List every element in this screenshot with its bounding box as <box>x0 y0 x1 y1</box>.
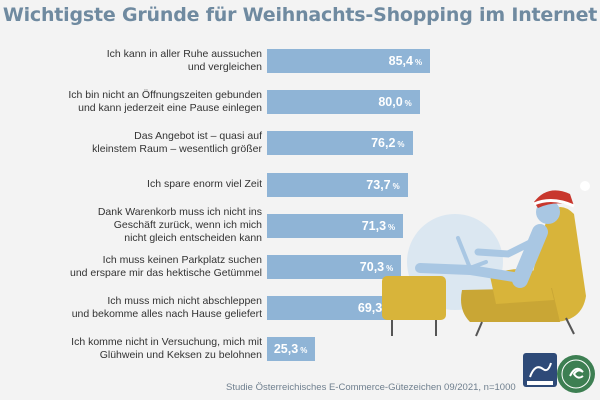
guetezeichen-seal-icon <box>557 355 595 393</box>
bar: 73,7% <box>267 172 408 197</box>
category-label: Ich muss mich nicht abschleppen und bekom… <box>71 295 262 321</box>
category-label: Ich muss keinen Parkplatz suchen und ersp… <box>70 254 262 279</box>
footstool <box>382 276 446 320</box>
category-label: Ich bin nicht an Öffnungszeiten gebunden… <box>68 89 262 115</box>
value-label: 25,3% <box>273 342 308 357</box>
value-label: 70,3% <box>359 260 394 274</box>
value-label: 85,4% <box>388 54 423 68</box>
category-label: Dank Warenkorb muss ich nicht ins Geschäf… <box>97 206 262 245</box>
value-label: 73,7% <box>366 177 400 192</box>
chart-title: Wichtigste Gründe für Weihnachts-Shoppin… <box>2 4 598 26</box>
value-label: 71,3% <box>361 218 396 233</box>
category-label: Das Angebot ist – quasi auf kleinstem Rau… <box>92 130 262 156</box>
category-label: Ich komme nicht in Versuchung, mich mit G… <box>71 336 262 362</box>
bar: 80,0% <box>267 90 420 115</box>
source-note: Studie Österreichisches E-Commerce-Gütez… <box>226 382 516 393</box>
person-legs <box>415 263 525 283</box>
bar: 70,3% <box>267 255 402 279</box>
bar: 76,2% <box>267 131 413 156</box>
category-label: Ich spare enorm viel Zeit <box>147 178 262 191</box>
laptop <box>456 236 488 270</box>
bar: 71,3% <box>267 213 404 238</box>
quality-badge-icon <box>523 353 557 387</box>
santa-hat-pompom <box>580 181 590 191</box>
value-label: 76,2% <box>371 136 405 151</box>
bar: 85,4% <box>267 49 431 73</box>
value-label: 80,0% <box>378 95 412 110</box>
category-label: Ich kann in aller Ruhe aussuchen und verg… <box>106 48 262 73</box>
bar: 25,3% <box>267 337 316 362</box>
